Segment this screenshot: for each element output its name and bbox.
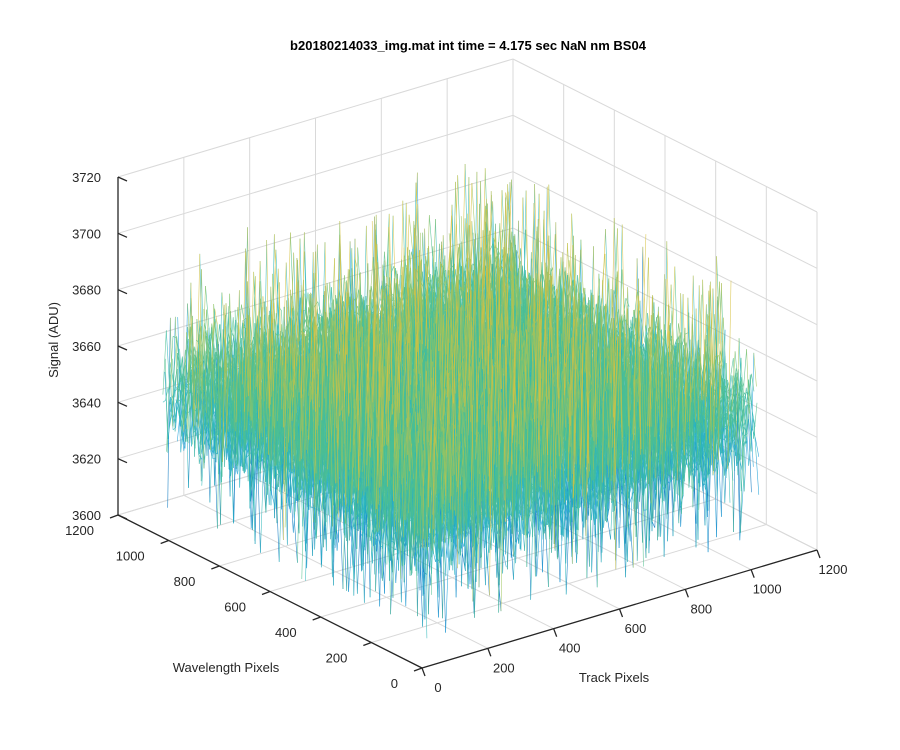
z-tick-label: 3640 — [72, 395, 101, 410]
x-tick — [684, 589, 689, 598]
grid-line — [117, 58, 514, 178]
label-layer: b20180214033_img.mat int time = 4.175 se… — [46, 38, 650, 685]
grid-line — [512, 114, 818, 269]
z-tick-label: 3720 — [72, 170, 101, 185]
z-tick-label: 3600 — [72, 508, 101, 523]
x-tick — [750, 569, 755, 578]
z-tick — [117, 232, 128, 238]
z-tick — [117, 176, 128, 182]
y-tick-label: 1200 — [65, 523, 94, 538]
y-axis-label: Wavelength Pixels — [173, 660, 280, 675]
y-tick — [211, 565, 220, 570]
z-tick — [117, 401, 128, 407]
x-tick-label: 1200 — [819, 562, 848, 577]
x-tick-label: 800 — [690, 601, 712, 616]
x-axis-label: Track Pixels — [579, 670, 650, 685]
grid-line — [117, 171, 514, 291]
z-tick-label: 3660 — [72, 339, 101, 354]
x-tick — [618, 608, 624, 618]
surface-mesh-band — [162, 168, 758, 619]
x-tick-label: 1000 — [753, 582, 782, 597]
z-axis-label: Signal (ADU) — [46, 302, 61, 378]
y-tick-label: 1000 — [116, 549, 145, 564]
z-tick-label: 3620 — [72, 452, 101, 467]
y-tick — [109, 514, 119, 519]
x-tick — [487, 648, 492, 657]
surface-mesh-band — [190, 163, 732, 596]
y-tick — [160, 539, 169, 545]
y-tick — [312, 616, 321, 621]
surface-plot — [162, 163, 760, 639]
grid-line — [371, 524, 767, 643]
z-tick — [117, 345, 128, 351]
x-tick-label: 400 — [559, 641, 581, 656]
z-tick-label: 3680 — [72, 283, 101, 298]
grid-line — [117, 227, 514, 347]
y-tick-label: 200 — [326, 651, 348, 666]
z-tick — [117, 289, 128, 295]
axes-layer: 0 200 400 600 800 1000 1200 0 200 400 600 800 1000 12… — [65, 170, 847, 695]
z-tick — [117, 458, 128, 464]
y-tick-label: 600 — [224, 600, 246, 615]
x-tick — [553, 628, 558, 637]
y-tick — [413, 667, 423, 672]
y-tick — [363, 641, 372, 647]
z-tick — [117, 514, 128, 520]
x-tick — [816, 549, 821, 559]
y-tick-label: 0 — [391, 676, 398, 691]
grid-line — [512, 58, 818, 213]
z-tick-label: 3700 — [72, 226, 101, 241]
x-tick-label: 200 — [493, 660, 515, 675]
x-tick-label: 600 — [625, 621, 647, 636]
x-tick-label: 0 — [434, 680, 441, 695]
grid-line — [117, 114, 514, 234]
y-tick-label: 400 — [275, 625, 297, 640]
x-tick — [421, 667, 426, 677]
grid-line — [512, 227, 818, 382]
chart-title: b20180214033_img.mat int time = 4.175 se… — [290, 38, 647, 53]
y-tick-label: 800 — [174, 574, 196, 589]
grid-line — [512, 171, 818, 326]
y-tick — [261, 590, 271, 596]
